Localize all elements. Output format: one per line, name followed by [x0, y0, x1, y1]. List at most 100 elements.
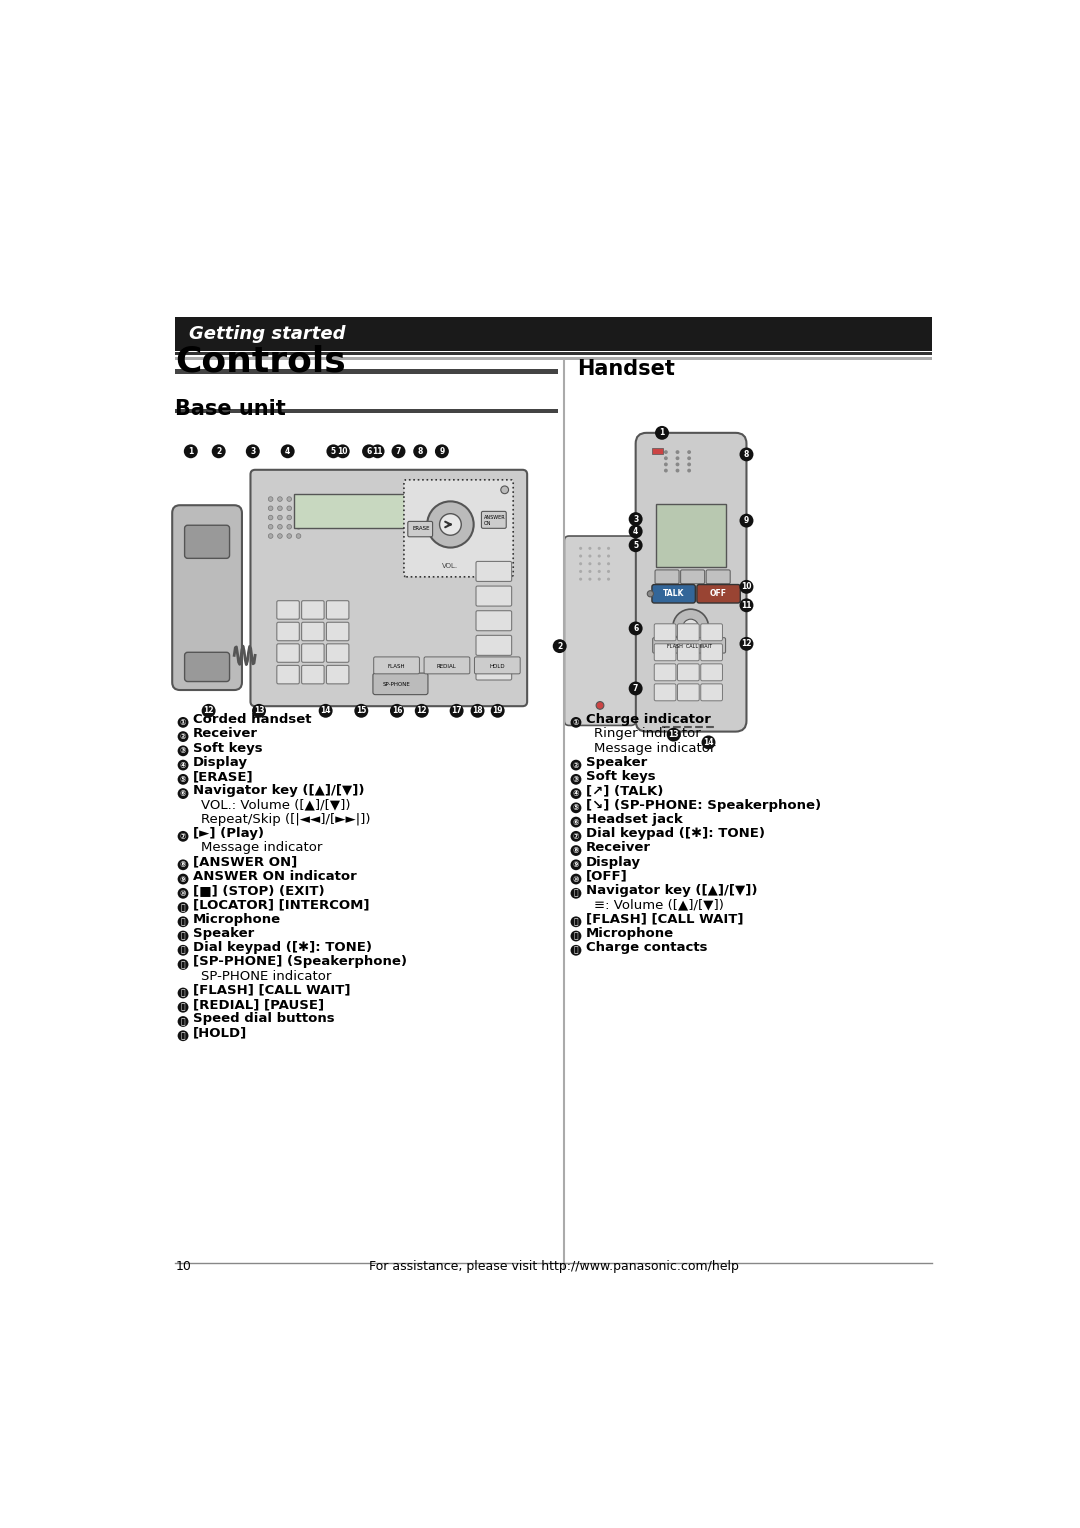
Circle shape: [287, 533, 292, 538]
FancyBboxPatch shape: [276, 601, 299, 619]
Text: Dial keypad ([✱]: TONE): Dial keypad ([✱]: TONE): [193, 941, 373, 953]
FancyBboxPatch shape: [374, 657, 419, 674]
Circle shape: [570, 888, 581, 898]
Circle shape: [296, 524, 301, 529]
Text: [SP-PHONE] (Speakerphone): [SP-PHONE] (Speakerphone): [193, 955, 407, 969]
Text: [►] (Play): [►] (Play): [193, 827, 265, 840]
Text: Ringer indicator: Ringer indicator: [594, 727, 701, 741]
Circle shape: [589, 562, 592, 565]
FancyBboxPatch shape: [677, 623, 699, 640]
Text: ⑨: ⑨: [179, 874, 187, 883]
Circle shape: [597, 555, 600, 558]
Circle shape: [471, 704, 485, 718]
Text: Speaker: Speaker: [193, 927, 255, 940]
Circle shape: [676, 457, 679, 460]
Circle shape: [579, 555, 582, 558]
Circle shape: [177, 788, 189, 799]
Text: [↘] (SP-PHONE: Speakerphone): [↘] (SP-PHONE: Speakerphone): [586, 799, 821, 811]
Bar: [175, 368, 558, 374]
Circle shape: [177, 859, 189, 871]
Text: 8: 8: [418, 446, 423, 455]
Text: ⑧: ⑧: [179, 860, 187, 869]
Text: 11: 11: [373, 446, 382, 455]
FancyBboxPatch shape: [677, 643, 699, 660]
Text: SP-PHONE indicator: SP-PHONE indicator: [201, 970, 332, 983]
Text: ANSWER ON indicator: ANSWER ON indicator: [193, 869, 356, 883]
Text: [REDIAL] [PAUSE]: [REDIAL] [PAUSE]: [193, 998, 324, 1012]
Text: Controls: Controls: [175, 345, 346, 379]
FancyBboxPatch shape: [326, 622, 349, 640]
Circle shape: [629, 681, 643, 695]
Bar: [656, 504, 727, 567]
Circle shape: [664, 469, 667, 472]
Circle shape: [596, 701, 604, 709]
Text: 7: 7: [395, 446, 401, 455]
Circle shape: [570, 816, 581, 828]
Circle shape: [597, 578, 600, 581]
FancyBboxPatch shape: [326, 665, 349, 685]
Text: [FLASH] [CALL WAIT]: [FLASH] [CALL WAIT]: [586, 912, 743, 926]
FancyBboxPatch shape: [654, 663, 676, 681]
Text: Navigator key ([▲]/[▼]): Navigator key ([▲]/[▼]): [586, 885, 757, 897]
Circle shape: [740, 513, 754, 527]
Text: Charge contacts: Charge contacts: [586, 941, 707, 953]
Circle shape: [177, 888, 189, 898]
Circle shape: [392, 445, 405, 458]
Bar: [294, 494, 410, 529]
Circle shape: [287, 515, 292, 520]
Text: FLASH: FLASH: [388, 663, 405, 669]
Text: [↗] (TALK): [↗] (TALK): [586, 784, 663, 798]
Text: 6: 6: [633, 623, 638, 633]
Text: Display: Display: [193, 756, 248, 769]
Text: OFF: OFF: [710, 590, 727, 599]
Circle shape: [287, 497, 292, 501]
Circle shape: [629, 538, 643, 552]
FancyBboxPatch shape: [172, 506, 242, 691]
FancyBboxPatch shape: [701, 623, 723, 640]
Text: ⑧: ⑧: [572, 847, 579, 856]
FancyBboxPatch shape: [408, 521, 433, 536]
Text: 8: 8: [744, 449, 750, 458]
Text: 17: 17: [451, 706, 462, 715]
Text: ⑮: ⑮: [180, 960, 186, 969]
Circle shape: [296, 515, 301, 520]
FancyBboxPatch shape: [251, 469, 527, 706]
Text: ⑤: ⑤: [179, 775, 187, 784]
Circle shape: [177, 1030, 189, 1041]
Bar: [652, 448, 663, 454]
Circle shape: [177, 1002, 189, 1013]
Text: 18: 18: [472, 706, 483, 715]
FancyBboxPatch shape: [565, 536, 636, 726]
FancyBboxPatch shape: [476, 587, 512, 607]
Circle shape: [597, 562, 600, 565]
FancyBboxPatch shape: [654, 643, 676, 660]
Circle shape: [676, 451, 679, 454]
Text: Microphone: Microphone: [193, 912, 281, 926]
Text: Handset: Handset: [577, 359, 675, 379]
Text: Soft keys: Soft keys: [586, 770, 656, 784]
Text: ⑪: ⑪: [180, 903, 186, 912]
Circle shape: [589, 578, 592, 581]
Circle shape: [664, 451, 667, 454]
FancyBboxPatch shape: [474, 657, 521, 674]
Text: [FLASH] [CALL WAIT]: [FLASH] [CALL WAIT]: [193, 984, 351, 996]
FancyBboxPatch shape: [677, 663, 699, 681]
Circle shape: [607, 578, 610, 581]
Text: Dial keypad ([✱]: TONE): Dial keypad ([✱]: TONE): [586, 827, 765, 840]
Text: ②: ②: [179, 732, 187, 741]
Circle shape: [177, 944, 189, 955]
Circle shape: [212, 445, 226, 458]
Text: 3: 3: [251, 446, 256, 455]
Text: Receiver: Receiver: [586, 842, 651, 854]
Circle shape: [177, 1016, 189, 1027]
Text: 7: 7: [633, 685, 638, 694]
Circle shape: [354, 704, 368, 718]
Text: ③: ③: [179, 746, 187, 755]
Text: ⑦: ⑦: [179, 831, 187, 840]
FancyBboxPatch shape: [276, 643, 299, 662]
Text: 19: 19: [492, 706, 503, 715]
Circle shape: [579, 562, 582, 565]
Text: 12: 12: [417, 706, 427, 715]
Circle shape: [676, 463, 679, 466]
Circle shape: [268, 524, 273, 529]
